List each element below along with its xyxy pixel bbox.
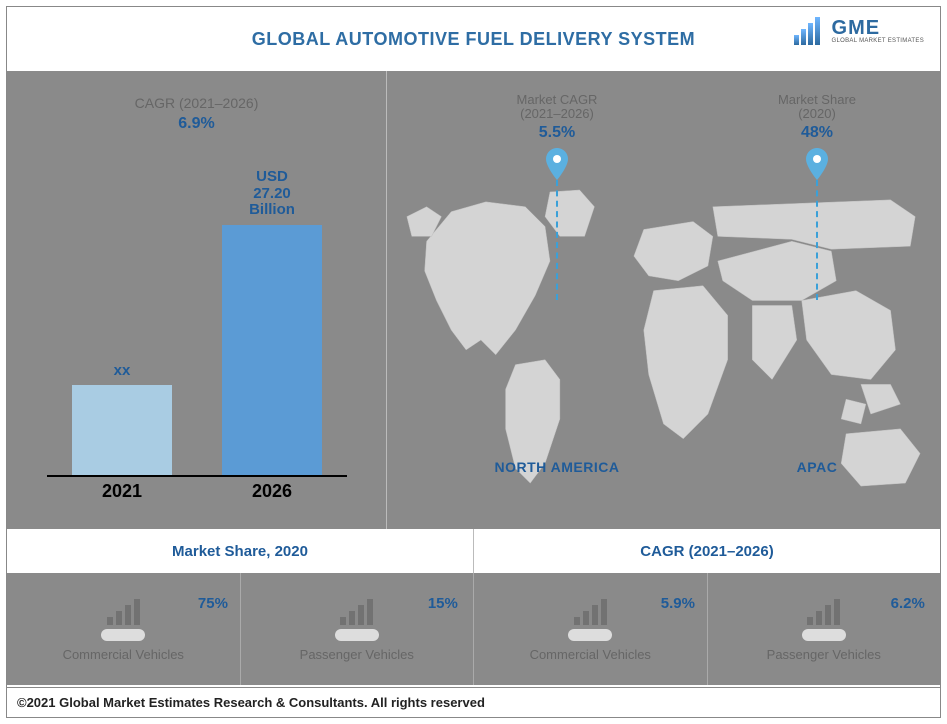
stat-label: Commercial Vehicles xyxy=(63,647,184,662)
map-pin-icon xyxy=(546,148,568,180)
callout-sub1: Market CAGR xyxy=(467,93,647,107)
stat-block: 15% Passenger Vehicles xyxy=(300,597,414,662)
callout-value: 5.5% xyxy=(467,124,647,142)
bar-fill xyxy=(222,225,322,475)
stat-label: Commercial Vehicles xyxy=(530,647,651,662)
bottom-stats-row: 75% Commercial Vehicles 15% Passenger Ve… xyxy=(7,573,940,685)
bar-growth-icon xyxy=(569,597,611,625)
stat-percent: 5.9% xyxy=(661,595,695,612)
copyright-text: ©2021 Global Market Estimates Research &… xyxy=(17,695,485,710)
bar-growth-icon xyxy=(336,597,378,625)
callout-region: NORTH AMERICA xyxy=(467,460,647,475)
callout-dashline xyxy=(816,180,818,300)
callout-sub2: (2020) xyxy=(727,107,907,121)
logo-text-sub: GLOBAL MARKET ESTIMATES xyxy=(832,38,924,44)
callout-north-america: Market CAGR (2021–2026) 5.5% NORTH AMERI… xyxy=(467,93,647,475)
bar-category-label: 2026 xyxy=(222,481,322,502)
map-panel: Market CAGR (2021–2026) 5.5% NORTH AMERI… xyxy=(387,71,940,529)
stat-percent: 15% xyxy=(428,595,458,612)
left-subtitle: CAGR (2021–2026) xyxy=(7,95,386,111)
stat-pill xyxy=(101,629,145,641)
report-frame: GLOBAL AUTOMOTIVE FUEL DELIVERY SYSTEM G… xyxy=(6,6,941,718)
stat-cell: 75% Commercial Vehicles xyxy=(7,573,241,685)
callout-sub2: (2021–2026) xyxy=(467,107,647,121)
section-strip: Market Share, 2020 CAGR (2021–2026) xyxy=(7,529,940,573)
bar-fill xyxy=(72,385,172,475)
logo-text: GME GLOBAL MARKET ESTIMATES xyxy=(832,18,924,44)
map-pin-icon xyxy=(806,148,828,180)
callout-value: 48% xyxy=(727,124,907,142)
stat-cell: 15% Passenger Vehicles xyxy=(241,573,475,685)
report-title: GLOBAL AUTOMOTIVE FUEL DELIVERY SYSTEM xyxy=(252,29,695,50)
stat-percent: 6.2% xyxy=(891,595,925,612)
stat-percent: 75% xyxy=(198,595,228,612)
main-row: CAGR (2021–2026) 6.9% xx 2021 USD 27.20 … xyxy=(7,71,940,529)
bar-chart: xx 2021 USD 27.20 Billion 2026 xyxy=(47,169,347,509)
stat-block: 75% Commercial Vehicles xyxy=(63,597,184,662)
logo-bars-icon xyxy=(794,17,826,45)
header: GLOBAL AUTOMOTIVE FUEL DELIVERY SYSTEM G… xyxy=(7,7,940,71)
stat-pill xyxy=(568,629,612,641)
callout-region: APAC xyxy=(727,460,907,475)
callout-sub1: Market Share xyxy=(727,93,907,107)
bar-growth-icon xyxy=(102,597,144,625)
strip-right-label: CAGR (2021–2026) xyxy=(474,529,940,573)
x-axis xyxy=(47,475,347,477)
strip-left-label: Market Share, 2020 xyxy=(7,529,474,573)
bar-value-label: USD 27.20 Billion xyxy=(222,169,322,219)
callout-apac: Market Share (2020) 48% APAC xyxy=(727,93,907,475)
bar-category-label: 2021 xyxy=(72,481,172,502)
stat-label: Passenger Vehicles xyxy=(300,647,414,662)
stat-cell: 5.9% Commercial Vehicles xyxy=(474,573,708,685)
stat-label: Passenger Vehicles xyxy=(767,647,881,662)
stat-pill xyxy=(802,629,846,641)
stat-block: 6.2% Passenger Vehicles xyxy=(767,597,881,662)
footer: ©2021 Global Market Estimates Research &… xyxy=(7,687,940,717)
brand-logo: GME GLOBAL MARKET ESTIMATES xyxy=(794,17,924,45)
stat-cell: 6.2% Passenger Vehicles xyxy=(708,573,941,685)
bar-value-label: xx xyxy=(72,363,172,380)
logo-text-main: GME xyxy=(832,18,924,38)
left-subvalue: 6.9% xyxy=(7,115,386,133)
bar-growth-icon xyxy=(803,597,845,625)
bar-chart-panel: CAGR (2021–2026) 6.9% xx 2021 USD 27.20 … xyxy=(7,71,387,529)
stat-block: 5.9% Commercial Vehicles xyxy=(530,597,651,662)
callout-dashline xyxy=(556,180,558,300)
stat-pill xyxy=(335,629,379,641)
